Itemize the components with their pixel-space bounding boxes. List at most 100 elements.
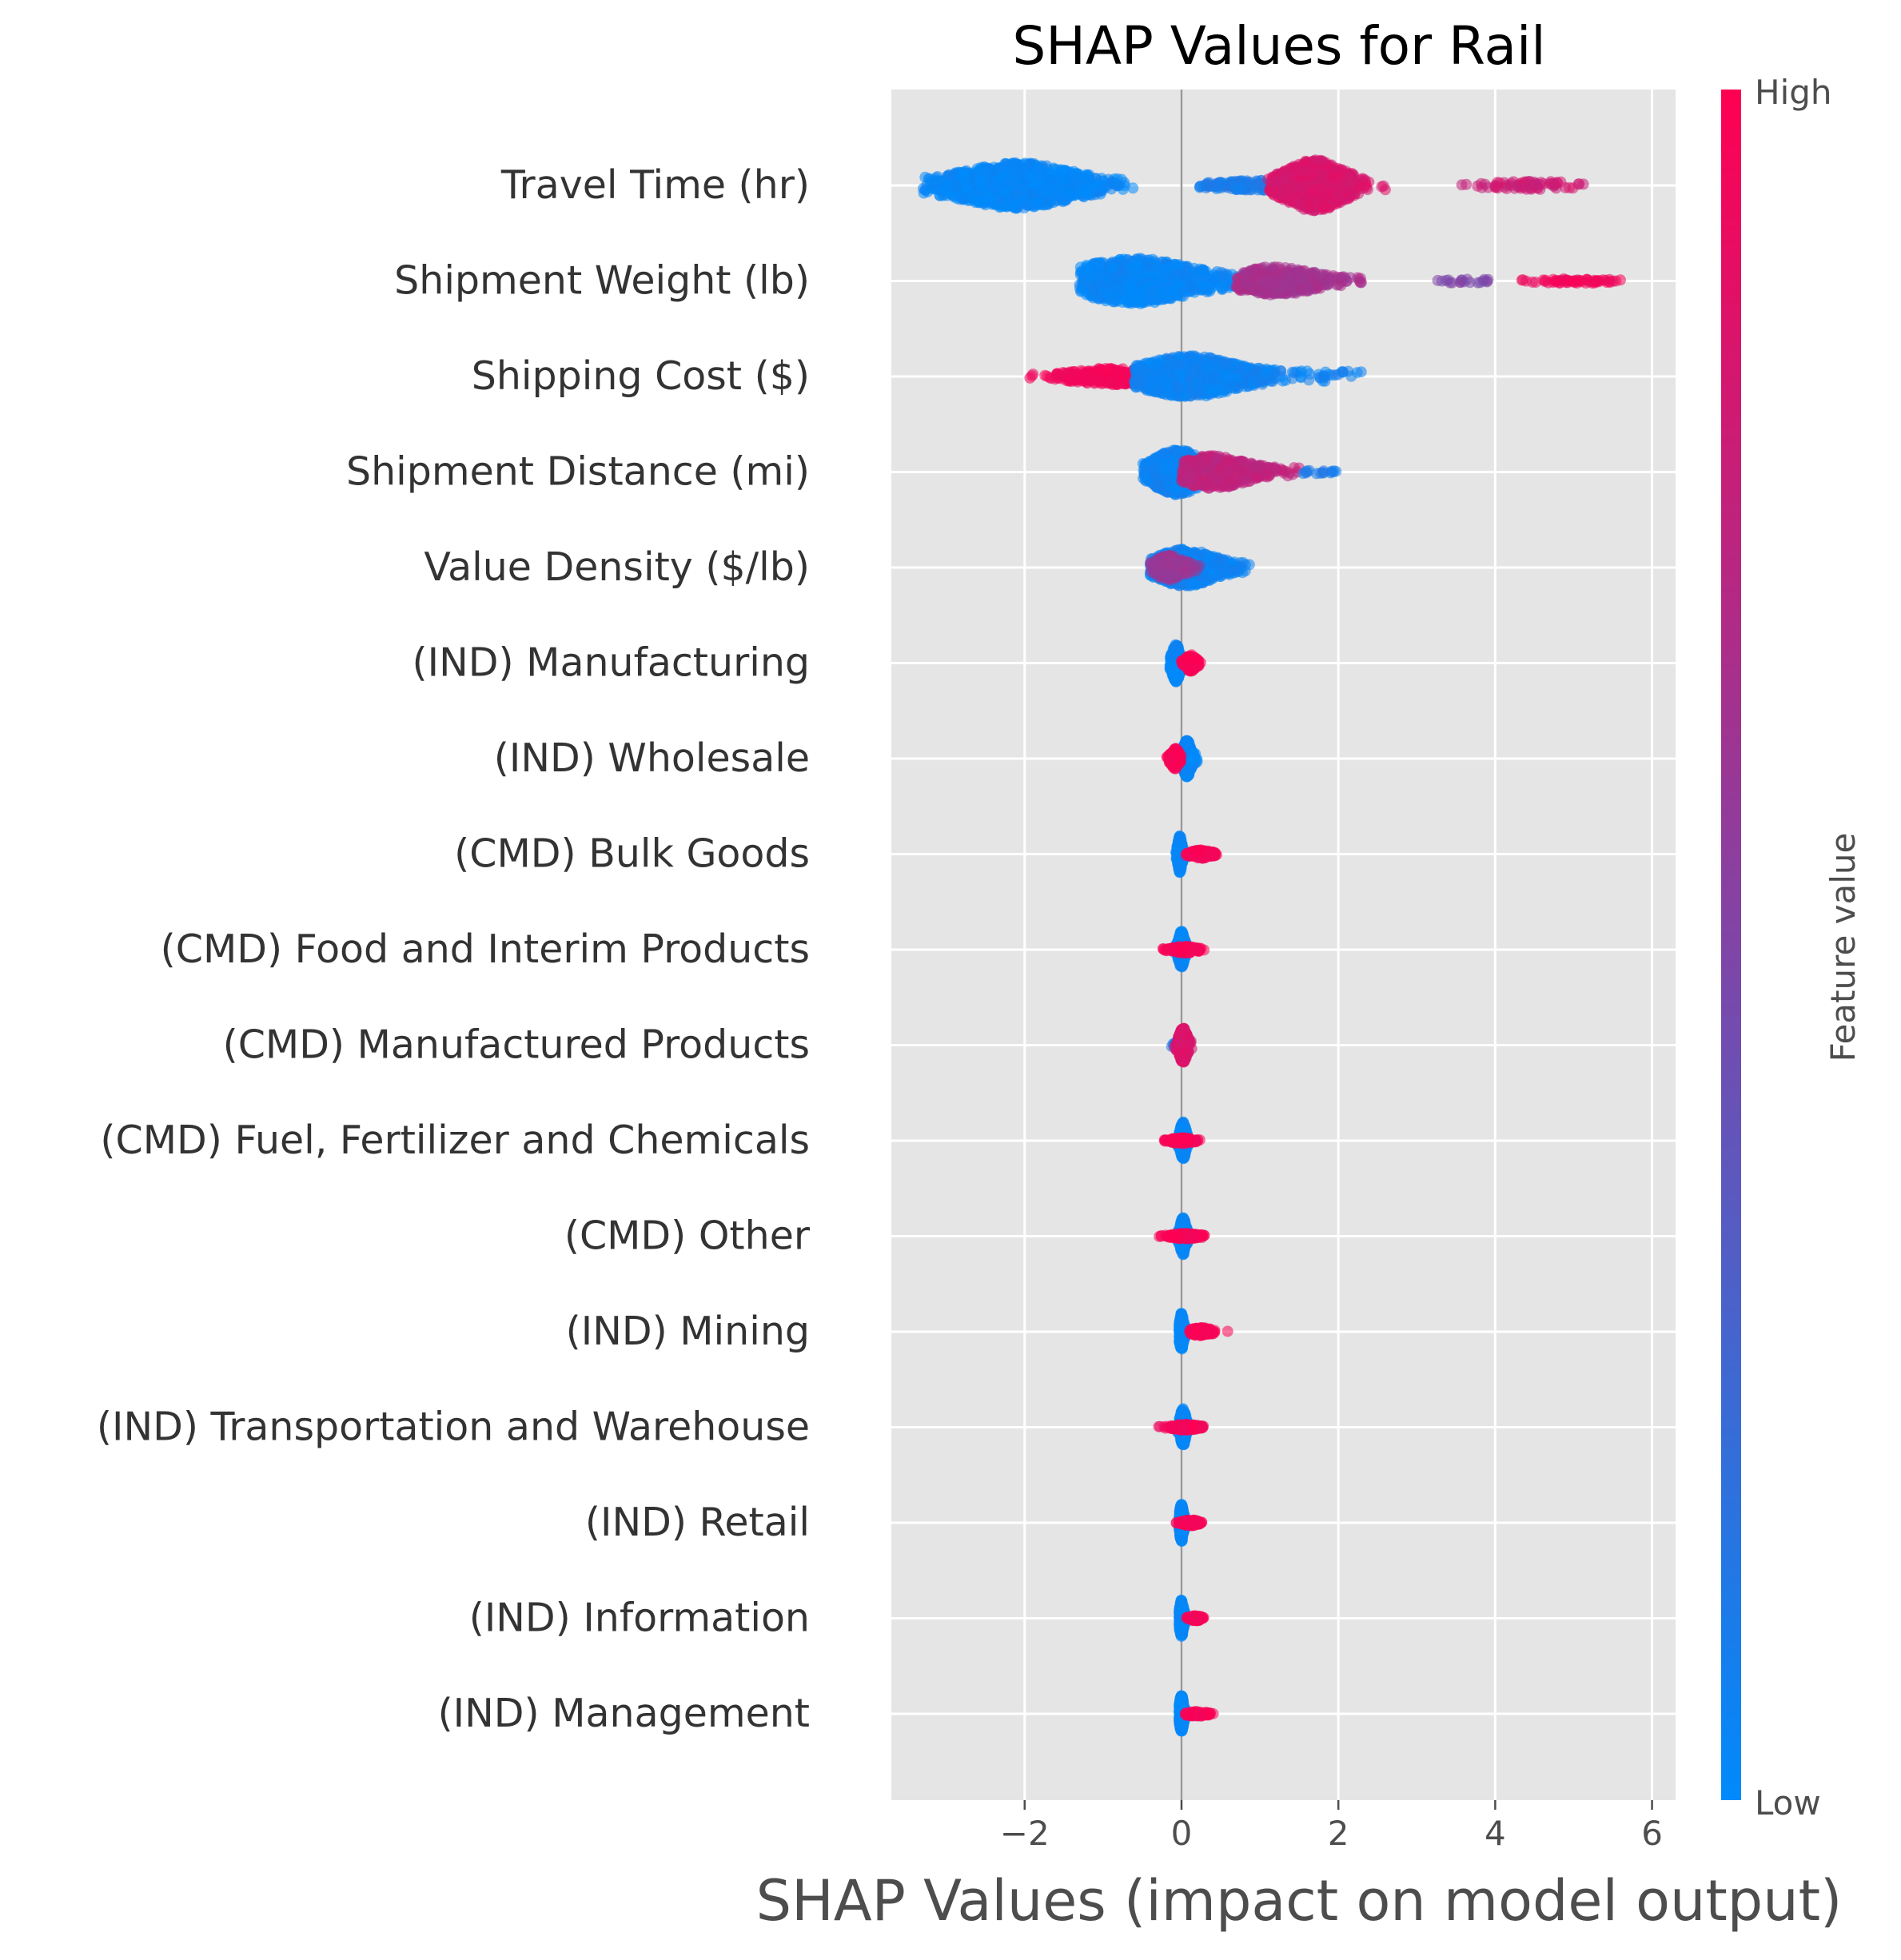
shap-point [974,195,986,207]
shap-point [1218,268,1230,280]
shap-point [1108,261,1120,273]
shap-point [1147,253,1159,265]
shap-point [1044,173,1056,185]
shap-point [1569,274,1581,286]
shap-point [1089,376,1100,388]
shap-point [1360,179,1372,191]
shap-point [1025,173,1037,185]
shap-point [1150,362,1162,374]
shap-point [1174,259,1186,271]
shap-point [1231,281,1243,293]
shap-point [1153,480,1165,492]
shap-point [1157,268,1169,280]
shap-point [1188,352,1200,364]
shap-point [1309,270,1321,282]
shap-point [1539,276,1551,288]
shap-point [1090,178,1102,190]
shap-point [1331,189,1343,201]
shap-point [1213,384,1225,396]
shap-point [1530,178,1542,189]
feature-row-points [917,154,1589,217]
shap-point [1077,267,1089,279]
shap-point [1133,380,1145,392]
shap-point [1126,297,1138,309]
shap-point [1315,191,1327,202]
shap-point [1582,274,1594,286]
shap-point [1185,366,1197,377]
shap-point [1194,181,1206,193]
shap-point [1039,199,1051,210]
shap-point [1082,171,1094,183]
shap-point [993,174,1005,185]
shap-point [1206,374,1217,386]
shap-point [1508,182,1520,194]
shap-point [1097,287,1109,298]
shap-point [1304,200,1316,212]
shap-point [1138,470,1150,482]
shap-point [974,180,986,192]
shap-point [1257,285,1269,297]
shap-point [1074,183,1086,195]
shap-point [1274,174,1286,186]
shap-point [959,165,971,177]
shap-point [1326,272,1338,284]
shap-point [1219,370,1230,382]
shap-point [1329,171,1341,183]
shap-point [1526,276,1538,288]
shap-point [1249,272,1261,284]
shap-point [1215,281,1227,293]
shap-point [1454,277,1466,289]
shap-point [1464,277,1476,289]
shap-point [1294,367,1306,378]
shap-point [1196,382,1208,394]
shap-point [1130,269,1142,281]
shap-point [1000,201,1012,212]
shap-point [1377,180,1389,192]
shap-point [1114,285,1126,297]
shap-point [950,193,962,205]
shap-point [1555,176,1567,188]
shap-point [1179,389,1191,400]
shap-point [1137,296,1149,308]
shap-point [1093,366,1105,378]
shap-point [1108,364,1119,376]
shap-point [1094,258,1106,270]
shap-point [1034,164,1046,175]
shap-point [1292,266,1303,278]
shap-point [1056,164,1068,176]
shap-point [1478,273,1490,285]
shap-point [1200,357,1212,368]
shap-point [1284,169,1296,181]
shap-point [1209,181,1221,193]
shap-point [1158,448,1170,460]
shap-point [1277,375,1289,387]
shap-point [925,176,937,188]
shap-point [1309,154,1321,166]
shap-point [1490,181,1502,193]
shap-point [1170,278,1182,290]
shap-point [1080,368,1091,380]
shap-point [1054,185,1066,197]
shap-point [1013,196,1025,208]
shap-point [1086,279,1098,291]
shap-point [1231,183,1243,195]
shap-point [1281,269,1293,281]
shap-point [934,189,946,201]
shap-point [1075,285,1087,297]
shap-point [1283,197,1295,209]
plot-background [891,90,1676,1800]
shap-point [1354,276,1366,288]
shap-point [1303,285,1315,297]
shap-point [1030,198,1042,210]
shap-point [977,165,989,177]
shap-point [1337,366,1349,378]
shap-point [1517,274,1528,286]
shap-point [1444,277,1456,289]
shap-point [1604,275,1616,287]
shap-point [1593,275,1605,287]
shap-point [1267,186,1279,198]
shap-point [1255,376,1267,388]
shap-point [1045,372,1057,384]
shap-point [1027,368,1039,380]
